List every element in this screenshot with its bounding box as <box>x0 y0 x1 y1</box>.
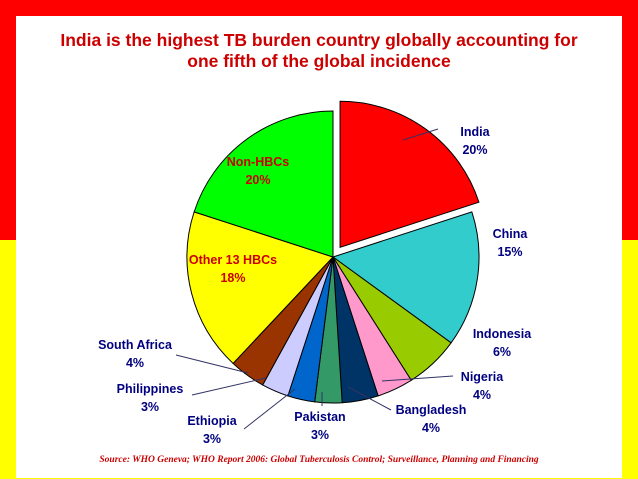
slice-value-nigeria: 4% <box>473 388 491 402</box>
pie-slice-non-hbcs <box>193 110 334 258</box>
source-note: Source: WHO Geneva; WHO Report 2006: Glo… <box>99 455 539 465</box>
leader-line-nigeria <box>381 375 454 382</box>
slice-value-ethiopia: 3% <box>203 432 221 446</box>
slice-label-indonesia: Indonesia <box>473 327 532 341</box>
slice-value-pakistan: 3% <box>311 428 329 442</box>
leader-line-ethiopia <box>243 388 296 430</box>
slice-label-other-13-hbcs: Other 13 HBCs <box>189 253 277 267</box>
slice-value-india: 20% <box>462 143 487 157</box>
title-line-2: one fifth of the global incidence <box>187 51 451 71</box>
slice-label-ethiopia: Ethiopia <box>187 414 237 428</box>
slice-label-india: India <box>460 125 490 139</box>
leader-line-south-africa <box>175 354 249 374</box>
slice-labels: India 20% China 15% Indonesia 6% Nigeria 4% Bang… <box>98 125 532 446</box>
slide-title: India is the highest TB burden country g… <box>16 30 622 72</box>
slice-value-bangladesh: 4% <box>422 421 440 435</box>
slice-label-bangladesh: Bangladesh <box>396 403 467 417</box>
pie-slices <box>186 100 480 404</box>
slice-label-non-hbcs: Non-HBCs <box>227 155 290 169</box>
title-line-1: India is the highest TB burden country g… <box>60 30 578 50</box>
slice-label-pakistan: Pakistan <box>294 410 345 424</box>
slice-value-philippines: 3% <box>141 400 159 414</box>
leader-line-bangladesh <box>347 386 392 411</box>
leader-lines <box>175 128 454 430</box>
slice-label-china: China <box>493 227 529 241</box>
leader-line-india <box>402 128 439 141</box>
slice-label-south-africa: South Africa <box>98 338 173 352</box>
pie-slice-india <box>339 100 480 248</box>
slice-value-other-13-hbcs: 18% <box>220 271 245 285</box>
slice-value-indonesia: 6% <box>493 345 511 359</box>
slice-label-nigeria: Nigeria <box>461 370 504 384</box>
leader-line-philippines <box>191 377 267 396</box>
slice-label-philippines: Philippines <box>117 382 184 396</box>
pie-slice-other-13-hbcs <box>186 211 334 365</box>
slice-value-south-africa: 4% <box>126 356 144 370</box>
pie-slice-china <box>331 211 480 344</box>
slice-value-non-hbcs: 20% <box>245 173 270 187</box>
slice-value-china: 15% <box>497 245 522 259</box>
